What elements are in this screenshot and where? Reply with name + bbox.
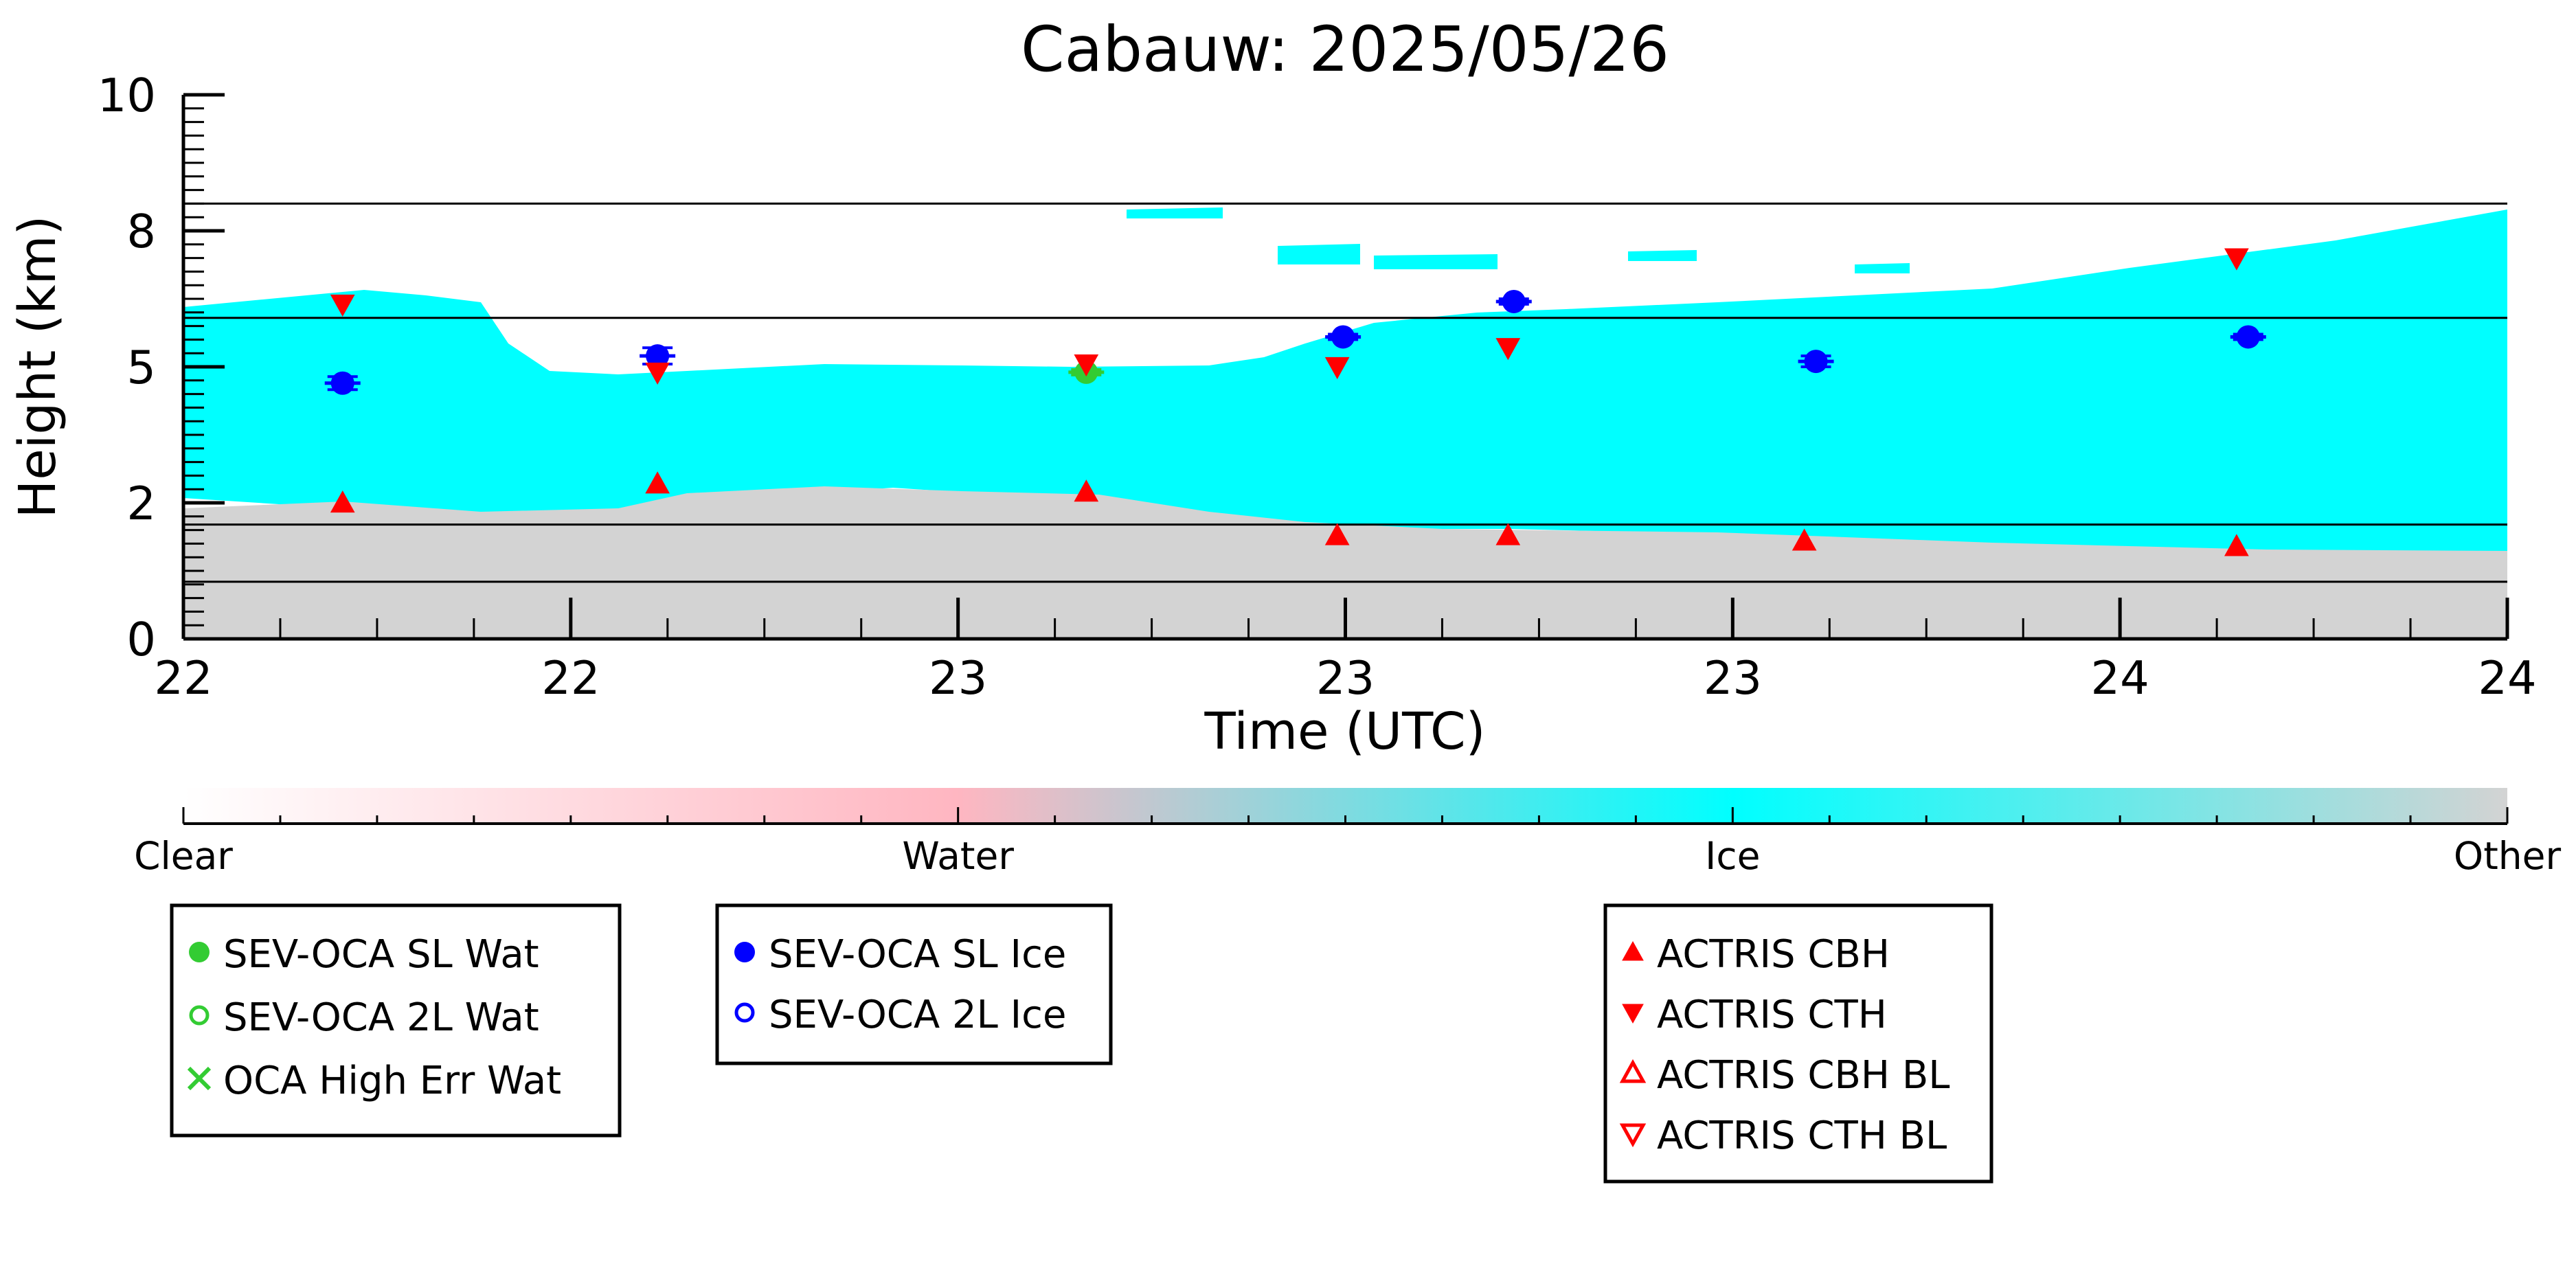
legend-marker xyxy=(1619,1123,1647,1148)
legend-label: SEV-OCA SL Wat xyxy=(223,932,539,977)
classification-curtain xyxy=(183,207,2507,639)
legend-label: ACTRIS CBH xyxy=(1657,932,1890,977)
actris-cbh-point xyxy=(645,471,670,494)
y-tick-label: 0 xyxy=(126,613,156,666)
chart-title: Cabauw: 2025/05/26 xyxy=(1021,14,1669,86)
y-axis-title: Height (km) xyxy=(8,216,67,519)
actris-cth-point xyxy=(1495,338,1521,361)
y-tick-label: 10 xyxy=(98,69,156,122)
x-axis-title: Time (UTC) xyxy=(1204,702,1485,761)
legend-marker xyxy=(1622,1004,1644,1024)
actris-cth-point xyxy=(645,362,670,385)
colorbar-labels: Clear Water Ice Other xyxy=(134,834,2561,878)
actris-cth-point xyxy=(2224,248,2249,271)
legend-label: OCA High Err Wat xyxy=(223,1059,561,1103)
actris-cbh-point xyxy=(2224,534,2249,556)
x-axis: 22 22 23 23 23 24 24 xyxy=(154,598,2537,705)
ice-cloud-region xyxy=(183,210,2507,556)
legend-marker xyxy=(1622,940,1644,961)
actris-cth-point xyxy=(1324,357,1350,380)
legend-marker xyxy=(734,942,755,962)
legend-frame xyxy=(170,903,622,1138)
sev-oca-sl-ice-point xyxy=(1331,325,1355,349)
legend-box-3: ACTRIS CBH ACTRIS CTH ACTRIS CBH BL ACTRIS … xyxy=(1603,903,1993,1184)
colorbar-label-water: Water xyxy=(902,834,1014,878)
colorbar-ticks xyxy=(182,807,2509,824)
y-axis: 0 2 5 8 10 xyxy=(98,69,225,666)
colorbar: Clear Water Ice Other xyxy=(134,788,2561,878)
ice-cloud-patch-upper xyxy=(1127,207,1910,273)
colorbar-label-ice: Ice xyxy=(1705,834,1760,878)
legend-frame xyxy=(715,903,1113,1065)
colorbar-label-clear: Clear xyxy=(134,834,233,878)
x-tick-label: 23 xyxy=(1704,651,1762,705)
sev-oca-sl-ice-point xyxy=(2236,325,2260,349)
y-tick-label: 5 xyxy=(126,341,156,394)
legend-frame xyxy=(1603,903,1993,1184)
legend-marker xyxy=(734,1002,755,1023)
sev-oca-sl-ice-point xyxy=(1502,289,1526,313)
actris-cbh-point xyxy=(330,490,355,513)
legend-label: ACTRIS CTH xyxy=(1657,993,1887,1037)
sev-oca-sl-ice-point xyxy=(646,344,670,368)
actris-cth-point xyxy=(1074,354,1099,377)
legend-marker xyxy=(189,1005,210,1026)
actris-cbh-point xyxy=(1495,523,1521,545)
legend-label: SEV-OCA SL Ice xyxy=(769,932,1066,977)
actris-cbh-point xyxy=(1792,528,1817,551)
sev-oca-sl-ice-point xyxy=(1804,350,1828,374)
legend-label: SEV-OCA 2L Ice xyxy=(769,993,1066,1037)
legend-box-2: SEV-OCA SL Ice SEV-OCA 2L Ice xyxy=(715,903,1113,1065)
legends: SEV-OCA SL Wat SEV-OCA 2L Wat OCA High Err… xyxy=(170,903,1993,1184)
x-tick-label: 23 xyxy=(929,651,987,705)
x-tick-label: 22 xyxy=(154,651,212,705)
legend-box-1: SEV-OCA SL Wat SEV-OCA 2L Wat OCA High Err… xyxy=(170,903,622,1138)
legend-marker xyxy=(1619,1059,1647,1083)
sev-oca-sl-ice-point xyxy=(330,371,354,395)
legend-marker xyxy=(189,942,210,962)
y-tick-label: 2 xyxy=(126,477,156,530)
reference-lines xyxy=(183,202,2507,583)
x-tick-label: 23 xyxy=(1316,651,1375,705)
legend-label: ACTRIS CBH BL xyxy=(1657,1053,1950,1098)
x-tick-label: 24 xyxy=(2478,651,2536,705)
legend-label: SEV-OCA 2L Wat xyxy=(223,995,539,1040)
y-tick-label: 8 xyxy=(126,205,156,258)
legend-marker xyxy=(187,1066,212,1091)
actris-cbh-point xyxy=(1324,523,1350,545)
x-tick-label: 22 xyxy=(541,651,600,705)
actris-cbh-point xyxy=(1074,479,1099,502)
x-tick-label: 24 xyxy=(2091,651,2149,705)
data-points xyxy=(324,248,2266,556)
actris-cth-point xyxy=(330,294,355,317)
legend-label: ACTRIS CTH BL xyxy=(1657,1114,1947,1158)
colorbar-label-other: Other xyxy=(2454,834,2562,878)
